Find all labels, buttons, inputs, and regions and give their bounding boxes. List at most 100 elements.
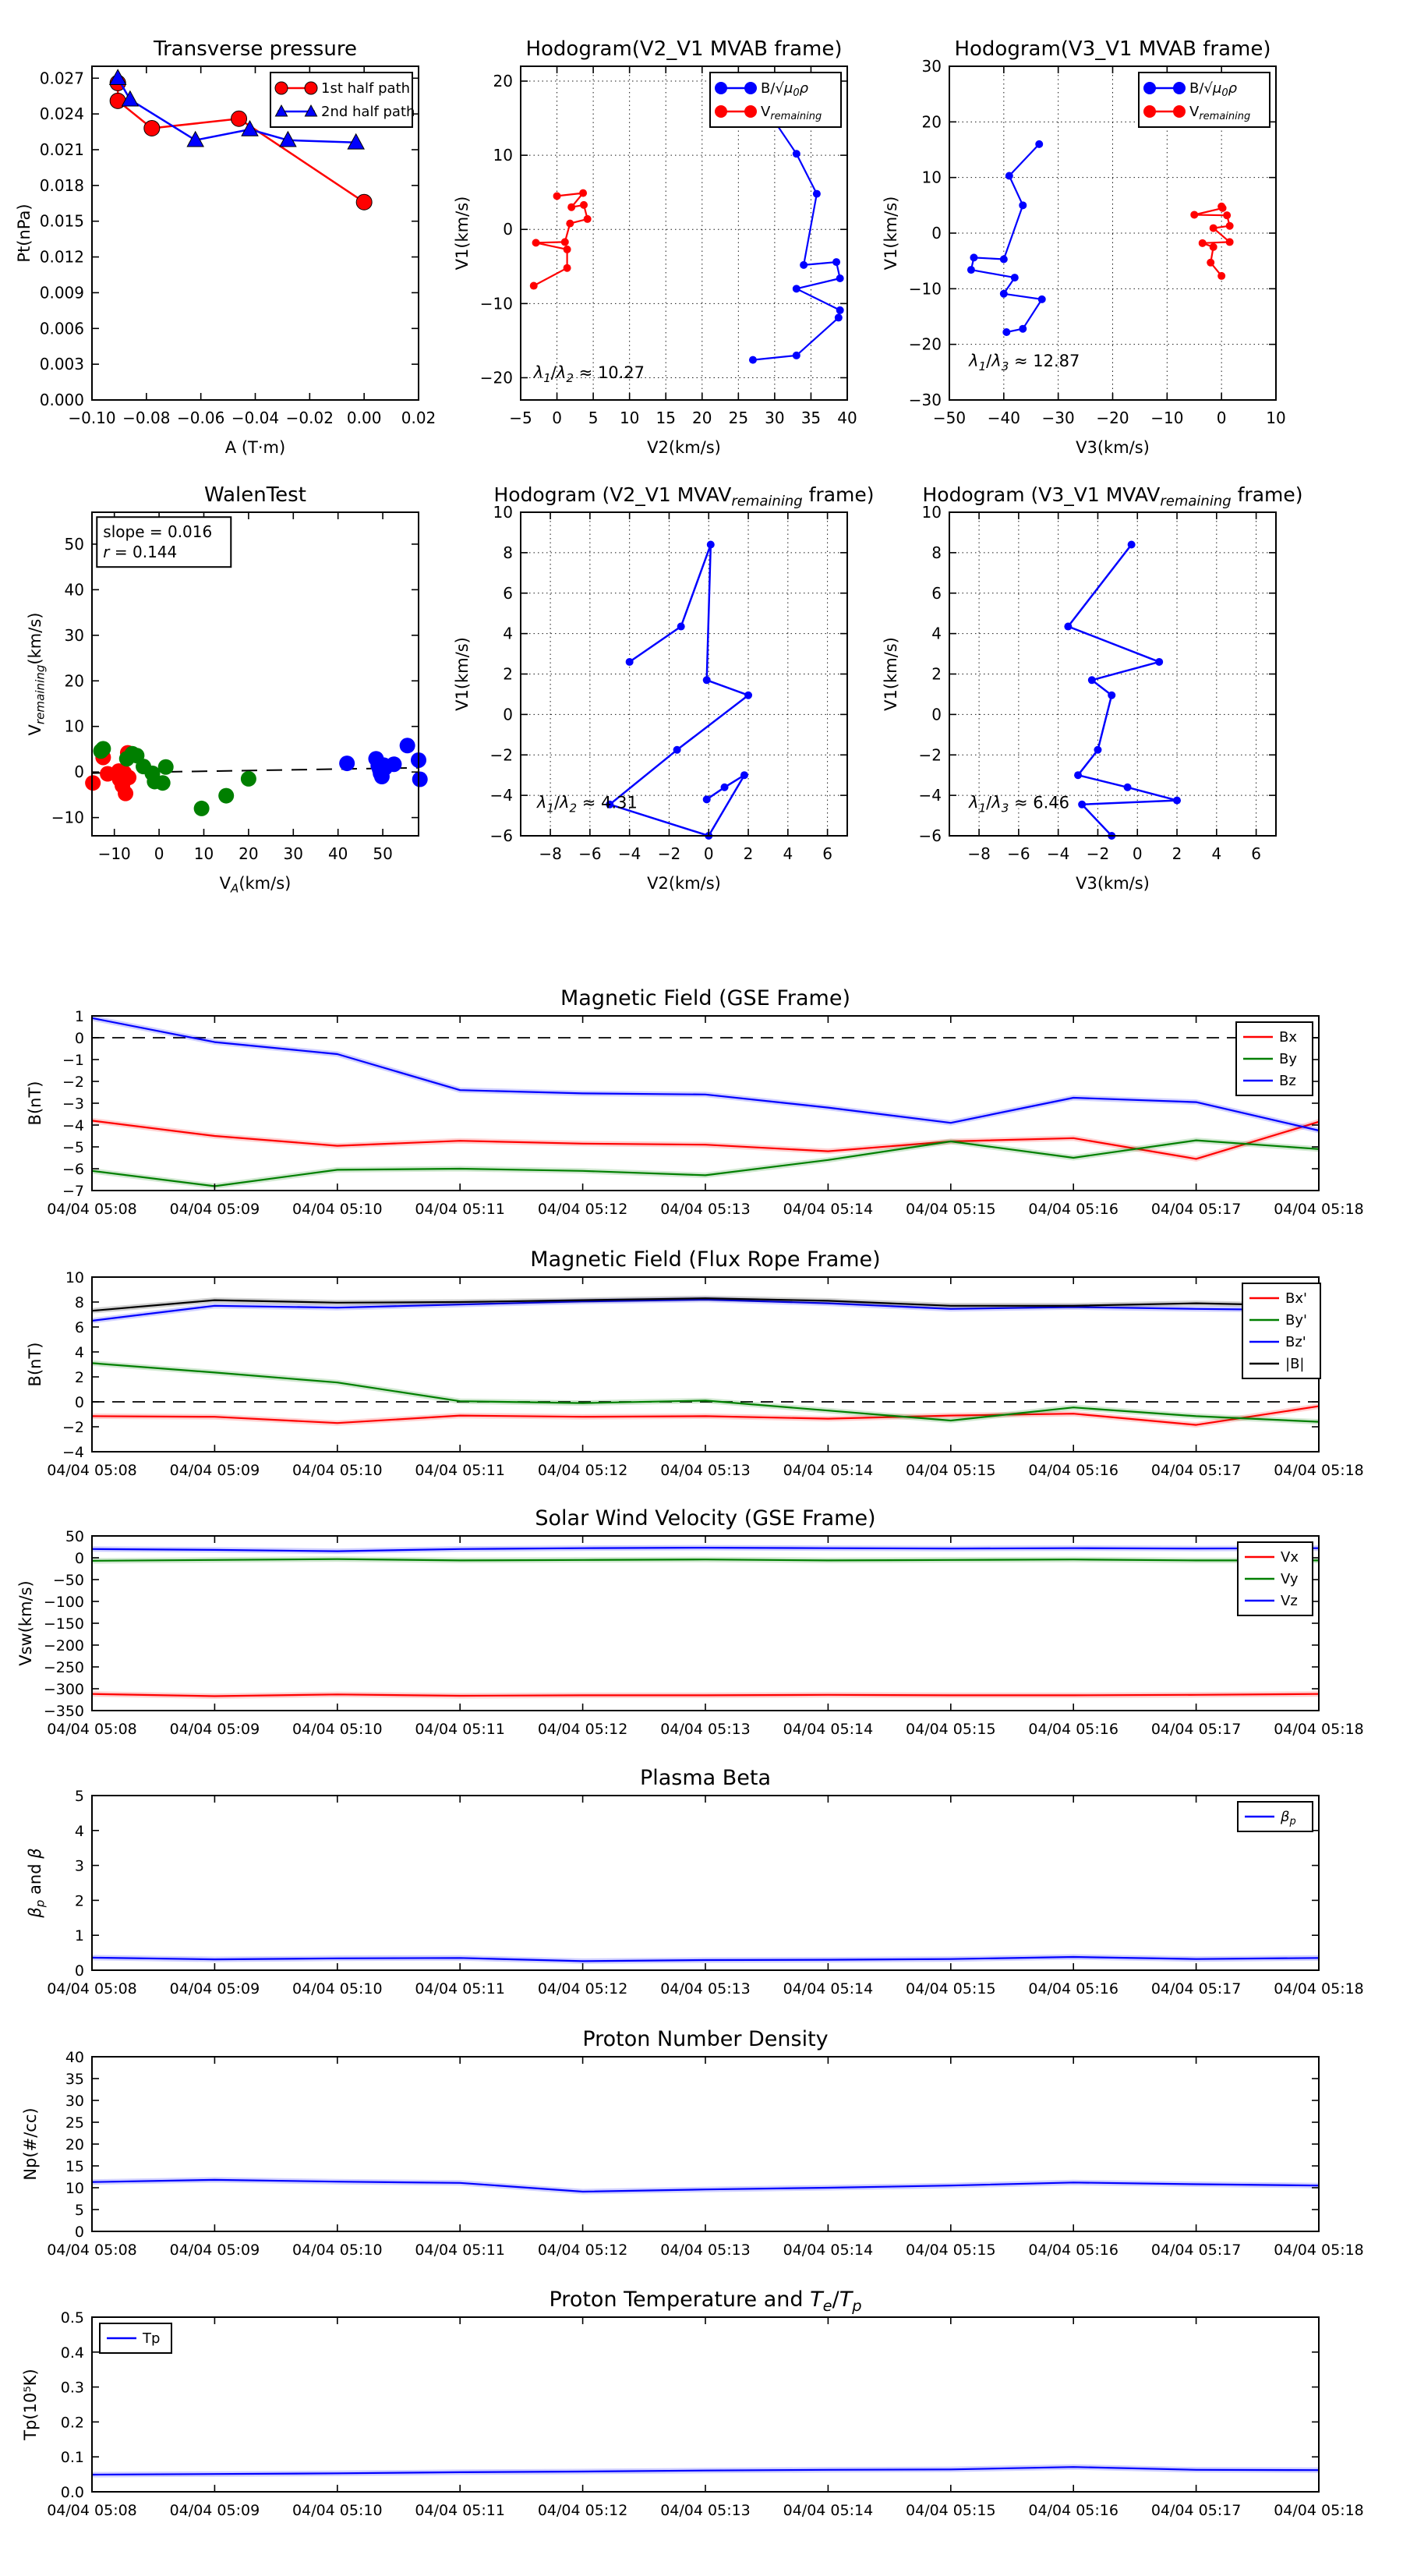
- hodogram-v2v1-mvab-ytick-label: 0: [503, 220, 513, 239]
- panel-proton-temperature: 04/04 05:08 04/04 05:09 04/04 05:10 04/04 0…: [21, 2288, 1364, 2519]
- proton-temperature-xtick-label: 04/04 05:18: [1274, 2502, 1364, 2519]
- plasma-beta-xtick-label: 04/04 05:13: [660, 1980, 751, 1997]
- series-halo: [91, 1015, 1320, 1134]
- hodogram-v3v1-mvav-xtick-label: −8: [967, 844, 990, 863]
- point-marker: [118, 785, 134, 801]
- mag-field-flux-rope-ytick-label: 4: [75, 1344, 84, 1361]
- hodogram-v3v1-mvav-xtick-label: −2: [1087, 844, 1109, 863]
- panel-transverse-pressure: −0.10 −0.08 −0.06 −0.04 −0.02 0.00 0.02 0.000 0.…: [15, 37, 436, 457]
- proton-number-density-xtick-label: 04/04 05:15: [906, 2242, 996, 2259]
- proton-temperature-ytick-label: 0.2: [61, 2414, 84, 2431]
- hodogram-v2v1-mvab-legend-label: B/√μ0ρ: [761, 80, 809, 99]
- plasma-beta-xtick-label: 04/04 05:12: [538, 1980, 628, 1997]
- mag-field-flux-rope-ytick-label: −2: [62, 1419, 84, 1436]
- mag-field-flux-rope-ytick-label: −4: [62, 1444, 84, 1461]
- solar-wind-velocity-legend: Vx Vy Vz: [1237, 1541, 1313, 1616]
- point-marker: [1217, 271, 1226, 280]
- point-marker: [1190, 211, 1199, 219]
- point-marker: [715, 82, 727, 94]
- hodogram-v2v1-mvav-xtick-label: −2: [658, 844, 680, 863]
- hodogram-v3v1-mvav-ytick-label: −4: [919, 786, 942, 805]
- solar-wind-velocity-ytick-label: −50: [53, 1572, 84, 1589]
- hodogram-v2v1-mvav-xtick-label: −8: [539, 844, 561, 863]
- mag-field-gse-ytick-label: −3: [62, 1095, 84, 1113]
- mag-field-gse-xtick-label: 04/04 05:12: [538, 1201, 628, 1218]
- hodogram-v3v1-mvab-xtick-label: −50: [933, 409, 966, 427]
- proton-number-density-xtick-label: 04/04 05:13: [660, 2242, 751, 2259]
- hodogram-v3v1-mvab-series-V remaining: [1190, 202, 1234, 280]
- hodogram-v3v1-mvab-ytick-label: 30: [922, 57, 942, 76]
- hodogram-v3v1-mvav-ytick-label: 4: [931, 625, 942, 643]
- triangle-marker: [108, 69, 127, 86]
- plasma-beta-xtick-label: 04/04 05:08: [47, 1980, 137, 1997]
- point-marker: [834, 313, 843, 322]
- solar-wind-velocity-ytick-label: −250: [44, 1659, 84, 1676]
- proton-temperature-xtick-label: 04/04 05:14: [783, 2502, 874, 2519]
- solar-wind-velocity-xtick-label: 04/04 05:09: [170, 1721, 260, 1738]
- mag-field-flux-rope-ytick-label: 2: [75, 1369, 84, 1386]
- mag-field-flux-rope-legend-label: Bx': [1285, 1290, 1307, 1307]
- proton-temperature-legend-label: Tp: [142, 2330, 160, 2347]
- proton-number-density-xtick-label: 04/04 05:12: [538, 2242, 628, 2259]
- proton-number-density-xtick-label: 04/04 05:08: [47, 2242, 137, 2259]
- point-marker: [832, 258, 841, 267]
- transverse-pressure-title: Transverse pressure: [153, 37, 357, 61]
- mag-field-gse-xtick-label: 04/04 05:10: [292, 1201, 383, 1218]
- plasma-beta-ylabel: βp and β: [26, 1848, 48, 1918]
- transverse-pressure-ytick-label: 0.021: [40, 140, 84, 159]
- solar-wind-velocity-xtick-label: 04/04 05:16: [1028, 1721, 1119, 1738]
- plasma-beta-ytick-label: 3: [75, 1858, 84, 1875]
- proton-temperature-ytick-label: 0.3: [61, 2380, 84, 2397]
- point-marker: [567, 203, 576, 211]
- hodogram-v2v1-mvav-ytick-label: 10: [493, 503, 513, 522]
- hodogram-v3v1-mvab-series-B/sqrt(mu0 rho): [967, 140, 1046, 336]
- walen-test-ytick-label: 0: [74, 763, 84, 781]
- point-marker: [339, 755, 355, 772]
- series-line: [91, 1298, 1320, 1322]
- point-marker: [812, 189, 821, 198]
- panel-hodogram-v3v1-mvab: −50 −40 −30 −20 −10 0 10 −30 −20 −10 0 10 20 30 Hodogr…: [882, 37, 1286, 457]
- proton-temperature-xtick-label: 04/04 05:09: [170, 2502, 260, 2519]
- triangle-marker: [241, 119, 259, 136]
- point-marker: [121, 770, 137, 786]
- plasma-beta-ytick-label: 1: [75, 1927, 84, 1944]
- proton-number-density-ticks: [91, 2056, 1320, 2232]
- mag-field-gse-series-Bx: [91, 1117, 1320, 1162]
- triangle-marker: [304, 104, 318, 117]
- transverse-pressure-xtick-label: −0.06: [177, 409, 224, 427]
- transverse-pressure-xtick-label: −0.02: [286, 409, 334, 427]
- hodogram-v3v1-mvav-title: Hodogram (V3_V1 MVAVremaining frame): [922, 483, 1302, 510]
- point-marker: [157, 759, 174, 775]
- mag-field-gse-xtick-label: 04/04 05:18: [1274, 1201, 1364, 1218]
- proton-number-density-ytick-label: 25: [65, 2114, 84, 2132]
- mag-field-gse-xtick-label: 04/04 05:14: [783, 1201, 874, 1218]
- hodogram-v3v1-mvav-ytick-label: 0: [931, 705, 942, 724]
- panel-walen-test: −10 0 10 20 30 40 50 −10 0 10 20 30 40 50 WalenTest VA(…: [26, 483, 428, 896]
- plasma-beta-axes: [91, 1795, 1320, 1971]
- transverse-pressure-ytick-label: 0.027: [40, 69, 84, 87]
- hodogram-v3v1-mvav-ylabel: V1(km/s): [882, 637, 900, 711]
- hodogram-v2v1-mvab-legend-label: Vremaining: [761, 104, 822, 122]
- walen-test-xtick-label: 40: [328, 844, 348, 863]
- proton-temperature-ytick-label: 0.0: [61, 2484, 84, 2501]
- solar-wind-velocity-xtick-label: 04/04 05:12: [538, 1721, 628, 1738]
- point-marker: [1207, 258, 1215, 267]
- hodogram-v3v1-mvav-ytick-label: 10: [922, 503, 942, 522]
- hodogram-v2v1-mvav-ytick-label: 8: [503, 543, 513, 562]
- hodogram-v2v1-mvab-ytick-label: −10: [480, 294, 513, 313]
- plasma-beta-xtick-label: 04/04 05:11: [415, 1980, 505, 1997]
- mag-field-gse-ytick-label: 0: [75, 1030, 84, 1047]
- hodogram-v2v1-mvab-xtick-label: −5: [509, 409, 532, 427]
- proton-number-density-ytick-label: 40: [65, 2049, 84, 2066]
- mag-field-flux-rope-series-By': [91, 1360, 1320, 1425]
- plasma-beta-xtick-label: 04/04 05:14: [783, 1980, 874, 1997]
- series-line: [91, 1546, 1320, 1552]
- mag-field-flux-rope-ticks: [91, 1276, 1320, 1453]
- mag-field-flux-rope-ytick-label: 8: [75, 1294, 84, 1311]
- hodogram-v2v1-mvav-xtick-label: 2: [744, 844, 754, 863]
- proton-number-density-xtick-label: 04/04 05:09: [170, 2242, 260, 2259]
- hodogram-v2v1-mvav-xtick-label: −4: [618, 844, 641, 863]
- point-marker: [720, 783, 729, 791]
- plasma-beta-ticks: [91, 1795, 1320, 1971]
- hodogram-v2v1-mvab-xtick-label: 40: [837, 409, 857, 427]
